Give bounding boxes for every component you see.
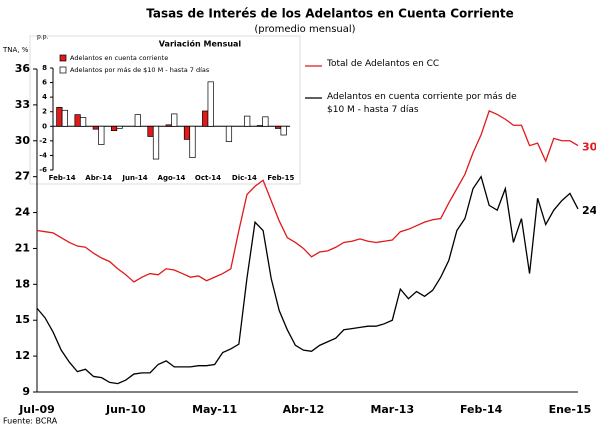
bar <box>110 125 118 132</box>
bar <box>262 116 269 127</box>
inset-x-tick-label: Ago-14 <box>158 174 186 182</box>
x-tick-label: Jun-10 <box>105 403 146 416</box>
chart-subtitle: (promedio mensual) <box>254 24 355 35</box>
bar <box>56 106 63 127</box>
inset-y-tick-label: 4 <box>42 93 47 101</box>
bar <box>147 125 154 137</box>
x-tick-label: Abr-12 <box>283 403 325 416</box>
source: Fuente: BCRA <box>3 417 58 426</box>
legend-label: Adelantos por más de $10 M - hasta 7 día… <box>70 66 210 74</box>
bar <box>92 125 99 130</box>
chart-title: Tasas de Interés de los Adelantos en Cue… <box>146 7 514 21</box>
bar <box>152 125 160 160</box>
y-tick-label: 30 <box>15 134 31 147</box>
y-tick-label: 15 <box>15 313 30 326</box>
inset-x-tick-label: Dic-14 <box>232 174 257 182</box>
bar <box>171 113 178 127</box>
y-tick-label: 24 <box>15 206 31 219</box>
inset-x-tick-label: Feb-15 <box>267 174 294 182</box>
bar <box>165 124 172 127</box>
bar <box>280 125 287 136</box>
inset-y-tick-label: -4 <box>39 151 47 159</box>
bar <box>98 125 105 145</box>
bar <box>134 114 141 127</box>
y-tick-label: 33 <box>15 98 30 111</box>
x-tick-label: May-11 <box>192 403 237 416</box>
x-tick-label: Feb-14 <box>460 403 503 416</box>
bar <box>275 125 282 129</box>
y-tick-label: 27 <box>15 170 30 183</box>
y-tick-label: 36 <box>15 62 31 75</box>
y-tick-label: 12 <box>15 349 30 362</box>
inset-x-tick-label: Jun-14 <box>121 174 147 182</box>
inset-y-tick-label: 6 <box>42 79 47 87</box>
bar <box>116 125 123 129</box>
y-tick-label: 21 <box>15 241 30 254</box>
inset-x-tick-label: Oct-14 <box>195 174 221 182</box>
inset-x-tick-label: Abr-14 <box>85 174 112 182</box>
bar <box>202 110 209 127</box>
inset-y-tick-label: 0 <box>42 122 47 130</box>
bar <box>244 115 251 127</box>
legend-label: Adelantos en cuenta corriente <box>70 54 168 62</box>
inset-y-tick-label: -2 <box>39 137 47 145</box>
inset-y-label: p.p. <box>37 34 49 41</box>
series-line <box>36 175 579 385</box>
end-label: 24, <box>582 204 596 217</box>
legend-swatch <box>59 54 67 62</box>
inset-y-tick-label: 8 <box>42 64 47 72</box>
inset-title: Variación Mensual <box>159 39 242 49</box>
bar <box>61 109 68 127</box>
x-tick-label: Mar-13 <box>370 403 414 416</box>
bar <box>183 125 191 140</box>
y-axis-label: TNA, % <box>2 46 29 54</box>
y-tick-label: 9 <box>22 385 30 398</box>
legend-label: Total de Adelantos en CC <box>327 59 440 69</box>
legend-label: Adelantos en cuenta corriente por más de… <box>327 92 517 115</box>
x-tick-label: Ene-15 <box>549 403 592 416</box>
bar <box>189 125 196 158</box>
y-tick-label: 18 <box>15 277 30 290</box>
series-line <box>36 109 579 283</box>
bar <box>74 114 81 127</box>
inset-y-tick-label: 2 <box>42 108 47 116</box>
inset-frame <box>29 35 301 185</box>
inset-x-tick-label: Feb-14 <box>49 174 76 182</box>
bar <box>256 125 264 127</box>
bar <box>225 125 233 142</box>
inset-y-tick-label: -6 <box>39 166 47 174</box>
x-tick-label: Jul-09 <box>18 403 55 416</box>
bar <box>207 81 214 127</box>
bar <box>79 117 87 127</box>
end-label: 30, <box>582 141 596 154</box>
legend-swatch <box>59 66 67 74</box>
